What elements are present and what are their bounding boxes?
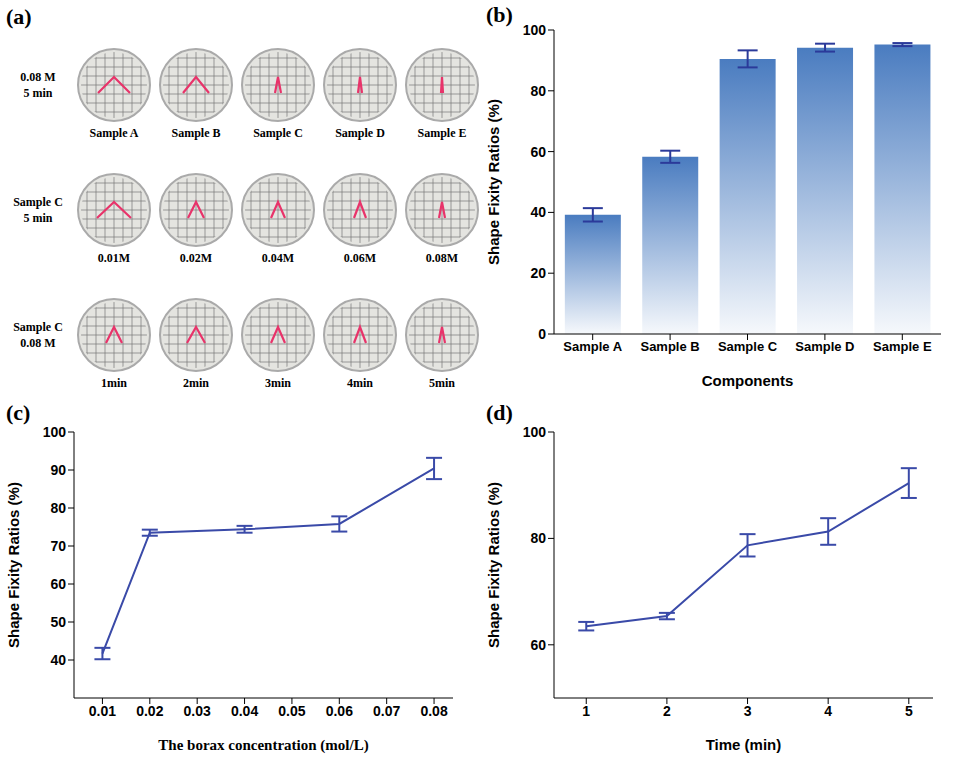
html-text:(d): (d)	[486, 400, 513, 425]
html-text:(c): (c)	[6, 400, 31, 425]
svg-text:0.04: 0.04	[231, 703, 258, 719]
svg-text:1: 1	[582, 703, 590, 719]
svg-text:(a): (a)	[6, 4, 32, 29]
svg-text:4: 4	[824, 703, 832, 719]
svg-text:3: 3	[744, 703, 752, 719]
svg-text:50: 50	[50, 614, 66, 630]
svg-text:80: 80	[530, 83, 546, 99]
svg-text:2min: 2min	[183, 376, 209, 390]
svg-text:0.08 M: 0.08 M	[20, 70, 55, 84]
svg-text:Sample B: Sample B	[640, 339, 699, 354]
svg-text:5 min: 5 min	[23, 86, 52, 100]
svg-text:0.02: 0.02	[136, 703, 163, 719]
svg-text:Sample D: Sample D	[335, 126, 385, 140]
svg-text:Sample C: Sample C	[13, 195, 63, 209]
svg-text:Sample C: Sample C	[718, 339, 778, 354]
svg-text:0: 0	[538, 326, 546, 342]
svg-text:5: 5	[905, 703, 913, 719]
svg-text:0.08: 0.08	[420, 703, 447, 719]
svg-text:60: 60	[530, 637, 546, 653]
svg-text:100: 100	[523, 22, 547, 38]
svg-text:5min: 5min	[429, 376, 455, 390]
svg-text:4min: 4min	[347, 376, 373, 390]
svg-text:80: 80	[530, 530, 546, 546]
svg-text:Sample C: Sample C	[13, 320, 63, 334]
svg-text:0.01: 0.01	[89, 703, 116, 719]
svg-text:The borax concentration (mol/L: The borax concentration (mol/L)	[158, 737, 368, 754]
svg-text:Shape Fixity Ratios (%): Shape Fixity Ratios (%)	[485, 99, 502, 265]
svg-text:100: 100	[43, 424, 67, 440]
svg-text:20: 20	[530, 265, 546, 281]
svg-text:5 min: 5 min	[23, 211, 52, 225]
svg-text:0.01M: 0.01M	[98, 251, 130, 265]
svg-text:40: 40	[50, 652, 66, 668]
svg-text:Time (min): Time (min)	[706, 736, 782, 753]
svg-text:Sample B: Sample B	[171, 126, 220, 140]
svg-text:0.08 M: 0.08 M	[20, 336, 55, 350]
svg-text:3min: 3min	[265, 376, 291, 390]
svg-text:Sample A: Sample A	[563, 339, 622, 354]
svg-text:0.08M: 0.08M	[426, 251, 458, 265]
svg-text:Sample D: Sample D	[795, 339, 854, 354]
svg-text:0.07: 0.07	[373, 703, 400, 719]
svg-text:Shape Fixity Ratios (%): Shape Fixity Ratios (%)	[5, 482, 22, 648]
svg-text:0.05: 0.05	[278, 703, 305, 719]
svg-text:80: 80	[50, 500, 66, 516]
svg-text:40: 40	[530, 204, 546, 220]
svg-text:0.02M: 0.02M	[180, 251, 212, 265]
svg-text:60: 60	[50, 576, 66, 592]
svg-text:0.06: 0.06	[326, 703, 353, 719]
svg-text:70: 70	[50, 538, 66, 554]
svg-text:0.06M: 0.06M	[344, 251, 376, 265]
html-text:(b): (b)	[486, 2, 513, 27]
svg-text:1min: 1min	[101, 376, 127, 390]
svg-text:60: 60	[530, 144, 546, 160]
svg-text:0.04M: 0.04M	[262, 251, 294, 265]
svg-text:Shape Fixity Ratios (%): Shape Fixity Ratios (%)	[485, 482, 502, 648]
svg-text:Sample E: Sample E	[417, 126, 466, 140]
svg-text:Components: Components	[702, 372, 794, 389]
svg-text:0.03: 0.03	[184, 703, 211, 719]
svg-text:Sample C: Sample C	[253, 126, 303, 140]
svg-text:Sample A: Sample A	[89, 126, 138, 140]
svg-text:Sample E: Sample E	[873, 339, 932, 354]
svg-text:90: 90	[50, 462, 66, 478]
svg-text:2: 2	[663, 703, 671, 719]
svg-text:100: 100	[523, 424, 547, 440]
